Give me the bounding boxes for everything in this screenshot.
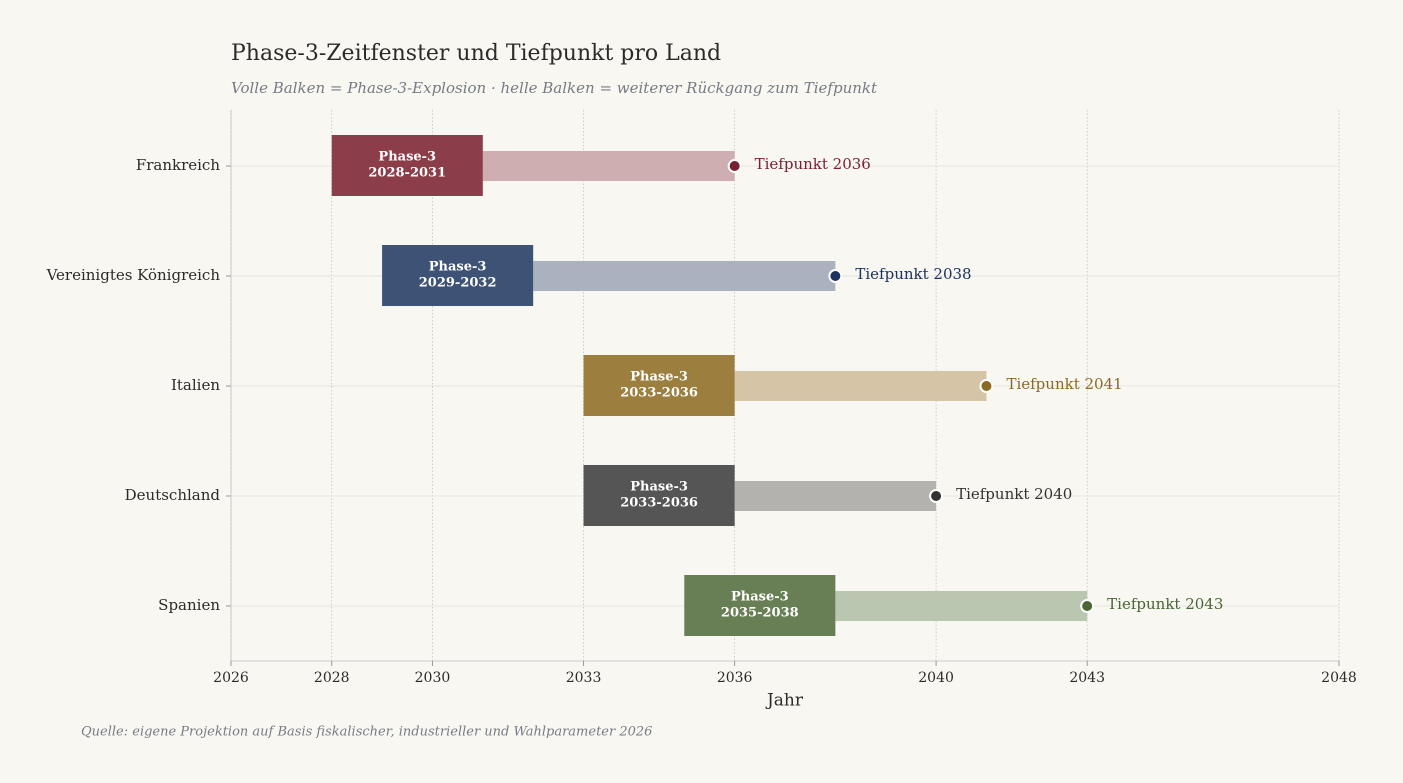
trough-label: Tiefpunkt 2043 [1107, 595, 1223, 613]
x-tick-label: 2043 [1069, 670, 1105, 686]
decline-bar [482, 151, 735, 181]
trough-point [1080, 599, 1095, 613]
phase-bar [331, 135, 483, 196]
phase-label: Phase-3 [731, 590, 789, 605]
chart-title: Phase-3-Zeitfenster und Tiefpunkt pro La… [231, 41, 721, 66]
phase-label: Phase-3 [378, 150, 436, 165]
phase-label: Phase-3 [630, 370, 688, 385]
trough-label: Tiefpunkt 2036 [755, 155, 871, 173]
decline-bar [533, 261, 836, 291]
trough-label: Tiefpunkt 2041 [1006, 375, 1122, 393]
phase-bar [583, 355, 735, 416]
phase-bar [382, 245, 534, 306]
y-tick-label: Italien [171, 376, 220, 394]
phase-label: Phase-3 [429, 260, 487, 275]
y-tick-label: Frankreich [136, 156, 221, 174]
phase-bar [583, 465, 735, 526]
trough-point [929, 489, 944, 503]
trough-point [727, 159, 742, 173]
trough-label: Tiefpunkt 2038 [855, 265, 971, 283]
decline-bar [734, 371, 987, 401]
phase-range-label: 2029-2032 [419, 276, 497, 291]
phase-bar [684, 575, 836, 636]
y-tick-label: Vereinigtes Königreich [46, 266, 221, 284]
x-tick-label: 2028 [314, 670, 350, 686]
chart-subtitle: Volle Balken = Phase-3-Explosion · helle… [231, 79, 878, 97]
phase-range-label: 2033-2036 [620, 496, 698, 511]
trough-point [979, 379, 994, 393]
decline-bar [835, 591, 1088, 621]
phase-label: Phase-3 [630, 480, 688, 495]
x-axis-label: Jahr [765, 691, 804, 711]
x-tick-label: 2036 [717, 670, 753, 686]
x-tick-label: 2033 [566, 670, 602, 686]
trough-label: Tiefpunkt 2040 [956, 485, 1072, 503]
phase-range-label: 2035-2038 [721, 606, 799, 621]
x-tick-label: 2048 [1321, 670, 1357, 686]
y-tick-label: Deutschland [125, 486, 221, 504]
x-tick-label: 2030 [415, 670, 451, 686]
trough-point [828, 269, 843, 283]
y-tick-label: Spanien [158, 596, 220, 614]
source-note: Quelle: eigene Projektion auf Basis fisk… [81, 725, 652, 740]
phase-range-label: 2033-2036 [620, 386, 698, 401]
phase-range-label: 2028-2031 [368, 166, 446, 181]
x-tick-label: 2040 [918, 670, 954, 686]
x-tick-label: 2026 [213, 670, 249, 686]
decline-bar [734, 481, 937, 511]
